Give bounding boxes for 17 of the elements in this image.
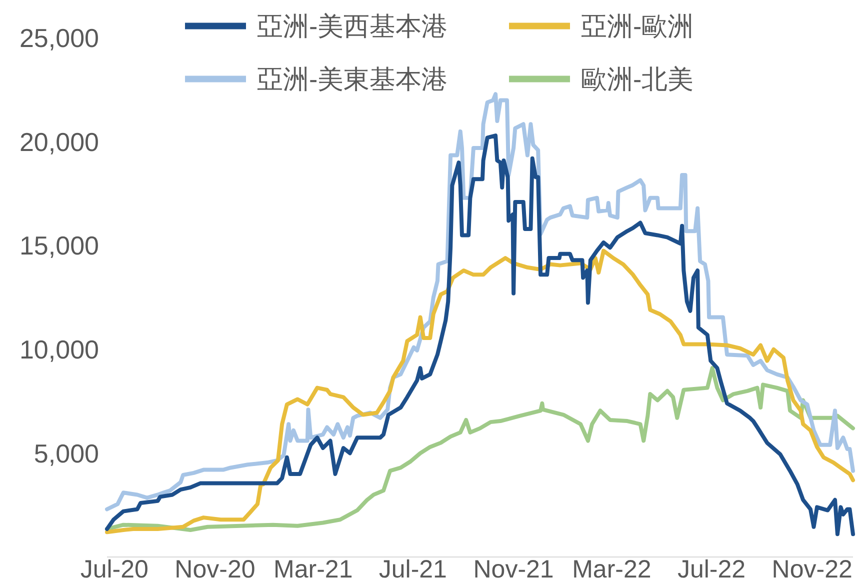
legend-label: 亞洲-美東基本港 <box>257 64 448 94</box>
x-tick-label: Nov-22 <box>772 556 852 579</box>
x-tick-label: Nov-20 <box>174 556 256 579</box>
legend-label: 歐洲-北美 <box>581 64 694 94</box>
x-tick-label: Mar-21 <box>274 556 353 579</box>
legend-label: 亞洲-歐洲 <box>581 11 694 41</box>
legend-label: 亞洲-美西基本港 <box>257 11 448 41</box>
x-tick-label: Jul-21 <box>378 556 447 579</box>
x-tick-label: Jul-22 <box>677 556 746 579</box>
x-tick-label: Nov-21 <box>473 556 554 579</box>
y-tick-label: 20,000 <box>19 126 99 157</box>
y-tick-label: 10,000 <box>19 334 99 364</box>
y-tick-label: 25,000 <box>19 23 99 54</box>
y-tick-label: 15,000 <box>19 230 99 261</box>
x-tick-label: Jul-20 <box>80 556 148 579</box>
y-tick-label: 5,000 <box>34 438 99 468</box>
x-tick-label: Mar-22 <box>572 556 652 579</box>
